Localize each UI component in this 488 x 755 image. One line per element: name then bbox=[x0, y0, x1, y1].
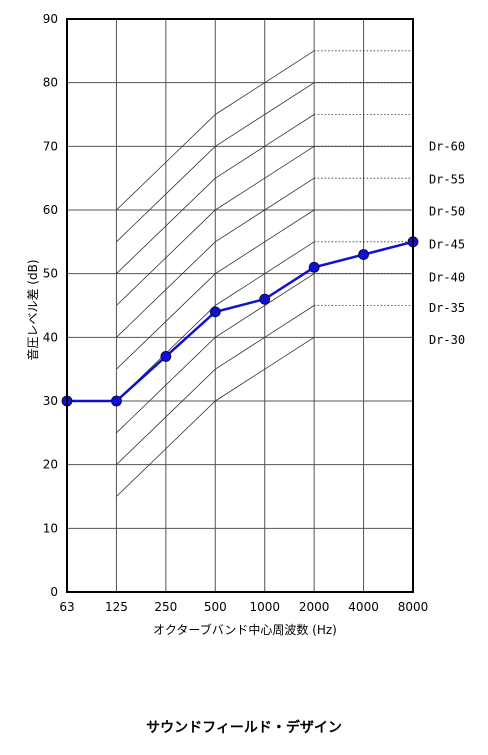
y-axis-title: 音圧レベル差 (dB) bbox=[25, 259, 40, 360]
reference-curve-line bbox=[116, 241, 315, 402]
x-tick-label: 250 bbox=[154, 600, 177, 614]
y-tick-label: 90 bbox=[43, 12, 58, 26]
data-series bbox=[61, 236, 419, 407]
reference-curve-line bbox=[116, 209, 315, 370]
reference-curve-line bbox=[116, 145, 315, 306]
dr-label: Dr-30 bbox=[429, 333, 465, 347]
x-tick-label: 2000 bbox=[299, 600, 330, 614]
reference-curves bbox=[116, 50, 413, 497]
x-axis-title: オクターブバンド中心周波数 (Hz) bbox=[153, 622, 337, 637]
x-tick-label: 8000 bbox=[398, 600, 429, 614]
reference-curve-line bbox=[116, 82, 315, 243]
chart: 0 10 20 30 40 50 60 70 80 90 63 125 250 500 1000 2000 4… bbox=[25, 12, 465, 637]
y-tick-label: 40 bbox=[43, 330, 58, 344]
data-point bbox=[358, 249, 369, 260]
x-tick-label: 63 bbox=[59, 600, 74, 614]
dr-label: Dr-40 bbox=[429, 270, 465, 284]
x-tick-labels: 63 125 250 500 1000 2000 4000 8000 bbox=[59, 600, 428, 614]
dr-label: Dr-45 bbox=[429, 237, 465, 251]
series-line bbox=[67, 240, 414, 403]
data-point bbox=[259, 293, 271, 305]
dr-label: Dr-55 bbox=[429, 172, 465, 186]
reference-curve-line bbox=[116, 50, 315, 211]
dr-label: Dr-50 bbox=[429, 204, 465, 218]
x-tick-label: 1000 bbox=[249, 600, 280, 614]
data-point bbox=[111, 395, 122, 407]
y-tick-label: 50 bbox=[43, 267, 58, 281]
dr-labels: Dr-60 Dr-55 Dr-50 Dr-45 Dr-40 Dr-35 Dr-30 bbox=[429, 139, 465, 347]
x-tick-label: 500 bbox=[204, 600, 227, 614]
y-tick-label: 70 bbox=[43, 139, 58, 153]
y-tick-labels: 0 10 20 30 40 50 60 70 80 90 bbox=[43, 12, 58, 599]
plot-frame bbox=[66, 18, 414, 593]
reference-curve-line bbox=[116, 273, 315, 434]
x-tick-label: 4000 bbox=[348, 600, 379, 614]
reference-curve-line bbox=[116, 114, 315, 274]
y-tick-label: 20 bbox=[43, 458, 58, 472]
y-tick-label: 60 bbox=[43, 203, 58, 217]
footer-text: サウンドフィールド・デザイン bbox=[146, 720, 342, 736]
reference-curve-line bbox=[116, 305, 315, 465]
data-point bbox=[308, 261, 320, 273]
reference-curve-line bbox=[116, 177, 315, 338]
dr-label: Dr-35 bbox=[429, 301, 465, 315]
dr-label: Dr-60 bbox=[429, 139, 465, 153]
y-tick-label: 0 bbox=[50, 585, 58, 599]
y-tick-label: 10 bbox=[43, 521, 58, 535]
reference-curve-line bbox=[116, 336, 315, 497]
data-point bbox=[160, 351, 172, 362]
x-tick-label: 125 bbox=[105, 600, 128, 614]
data-point bbox=[209, 306, 221, 318]
y-tick-label: 30 bbox=[43, 394, 58, 408]
y-tick-label: 80 bbox=[43, 76, 58, 90]
